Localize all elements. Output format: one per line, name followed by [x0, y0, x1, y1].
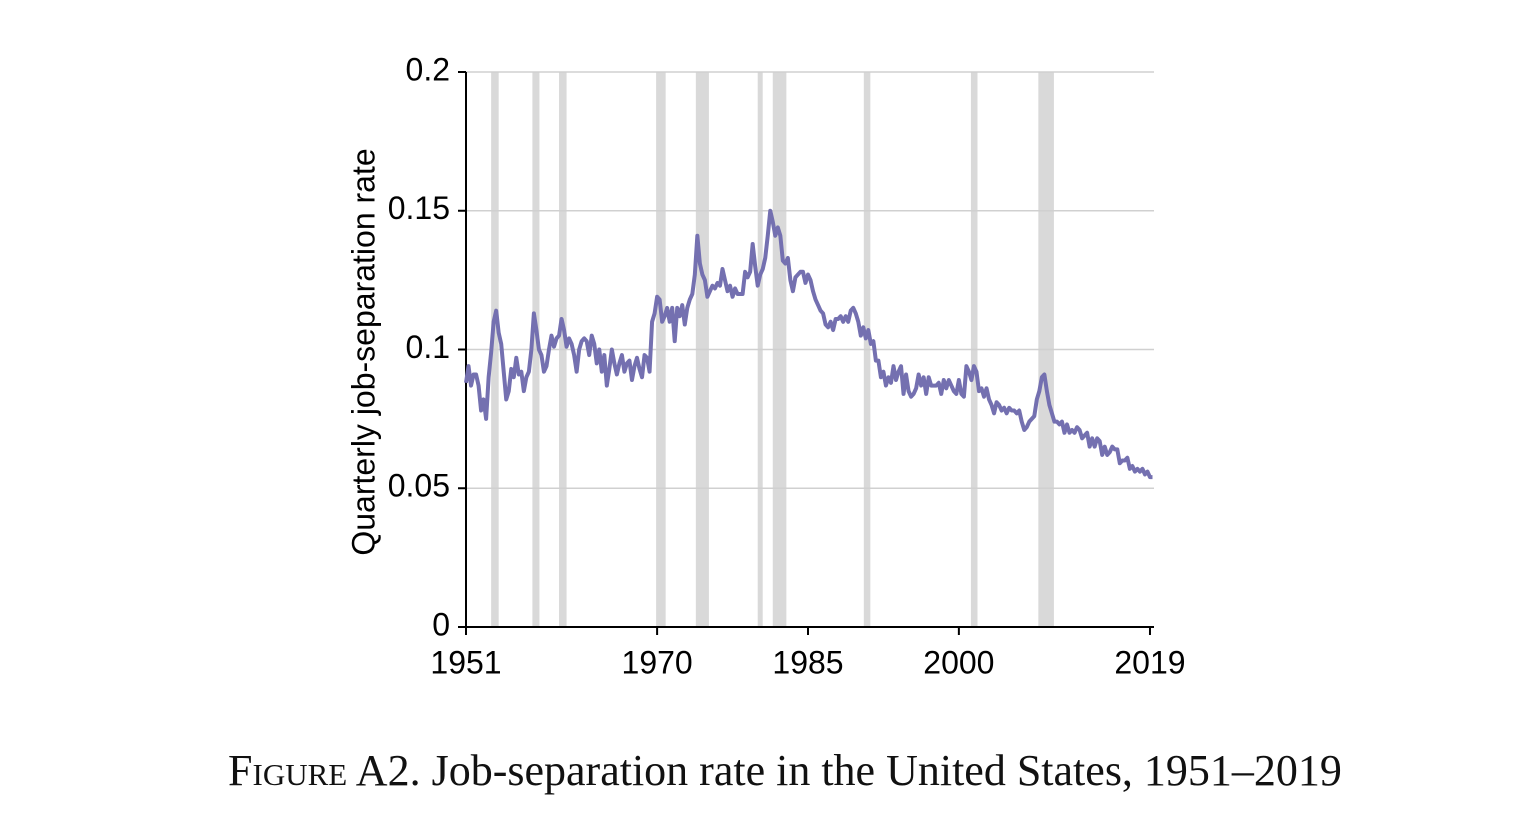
x-tick-label: 2019: [1114, 644, 1185, 680]
y-tick-label: 0.2: [406, 51, 450, 87]
y-tick-label: 0: [432, 606, 450, 642]
x-tick-label: 1985: [772, 644, 843, 680]
y-tick-label: 0.05: [388, 468, 450, 504]
caption-title: Job-separation rate in the United States…: [432, 746, 1342, 795]
figure-caption: Figure A2. Job-separation rate in the Un…: [228, 746, 1342, 795]
x-tick-label: 2000: [923, 644, 994, 680]
caption-label: Figure A2.: [228, 746, 421, 795]
x-tick-label: 1970: [622, 644, 693, 680]
data-line: [464, 208, 1153, 480]
y-tick-label: 0.15: [388, 190, 450, 226]
y-axis-label: Quarterly job-separation rate: [345, 148, 381, 555]
grid: [466, 71, 1154, 628]
x-tick-label: 1951: [430, 644, 501, 680]
y-tick-label: 0.1: [406, 329, 450, 365]
